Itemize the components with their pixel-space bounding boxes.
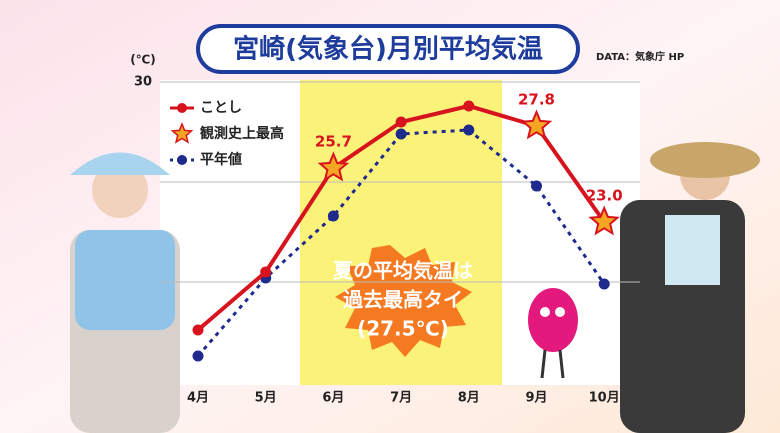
point (598, 278, 610, 290)
x-tick-label: 7月 (390, 391, 412, 406)
source: DATA：気象庁 HP (596, 50, 684, 63)
point (192, 324, 204, 336)
legend-marker (177, 103, 187, 113)
point (463, 100, 475, 112)
x-tick-label: 6月 (322, 391, 344, 406)
x-tick-label: 8月 (458, 391, 480, 406)
x-tick-label: 5月 (255, 391, 277, 406)
point (395, 116, 407, 128)
y-tick-label: 30 (134, 75, 152, 90)
legend-marker (177, 155, 187, 165)
data-label: 23.0 (586, 187, 623, 205)
chart-title: 宮崎(気象台)月別平均気温 (233, 34, 543, 65)
x-tick-label: 10月 (589, 391, 620, 406)
person-right (620, 142, 760, 433)
record-star (588, 205, 620, 236)
annotation: 夏の平均気温は (333, 259, 473, 283)
person-left (70, 152, 180, 433)
point (260, 266, 272, 278)
point (531, 180, 542, 192)
point (395, 128, 407, 140)
point (463, 124, 475, 136)
annotation-burst (335, 245, 472, 357)
annotation: (27.5℃) (357, 317, 449, 341)
data-label: 25.7 (315, 133, 352, 151)
mascot (528, 288, 578, 379)
annotation: 過去最高タイ (343, 288, 463, 312)
point (192, 350, 204, 362)
point (327, 210, 339, 222)
x-tick-label: 4月 (187, 391, 209, 406)
record-star (317, 151, 350, 182)
legend-label: 平年値 (200, 151, 242, 168)
x-tick-label: 9月 (525, 391, 547, 406)
title-box (196, 24, 580, 74)
legend-marker (170, 122, 194, 144)
data-label: 27.8 (518, 91, 555, 109)
y-unit: (℃) (130, 53, 156, 67)
legend-label: ことし (200, 100, 242, 116)
record-star (520, 109, 553, 140)
legend-label: 観測史上最高 (200, 125, 284, 142)
